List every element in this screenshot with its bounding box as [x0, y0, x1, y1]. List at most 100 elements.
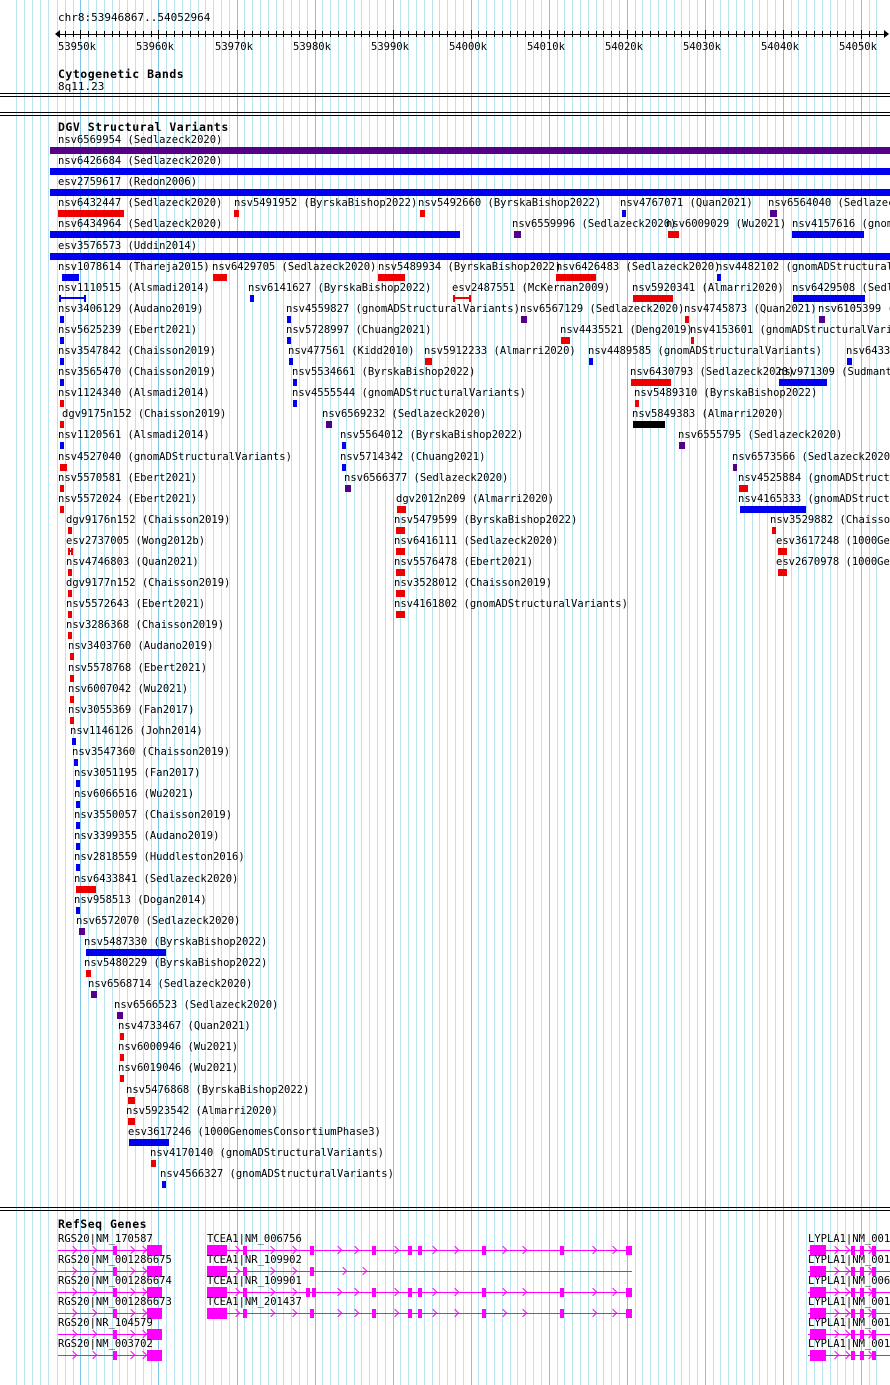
dgv-variant-bar[interactable] — [396, 590, 405, 597]
gene-exon[interactable] — [408, 1309, 412, 1318]
dgv-variant-bar[interactable] — [50, 253, 890, 260]
gene-label[interactable]: LYPLA1|NM_0012... — [808, 1317, 890, 1329]
dgv-variant-label[interactable]: nsv5576478 (Ebert2021) — [394, 556, 534, 568]
gene-exon[interactable] — [482, 1288, 486, 1297]
dgv-variant-bar[interactable] — [287, 316, 291, 323]
dgv-variant-bar[interactable] — [72, 738, 76, 745]
gene-exon[interactable] — [418, 1309, 422, 1318]
dgv-variant-bar[interactable] — [740, 506, 806, 513]
dgv-variant-label[interactable]: nsv3528012 (Chaisson2019) — [394, 577, 553, 589]
dgv-variant-label[interactable]: esv2670978 (1000GenomesConsortiumPhase3) — [776, 556, 890, 568]
dgv-variant-bar[interactable] — [622, 210, 626, 217]
dgv-variant-bar[interactable] — [778, 548, 787, 555]
gene-label[interactable]: RGS20|NM_001286673 — [58, 1296, 172, 1308]
dgv-variant-bar[interactable] — [326, 421, 332, 428]
dgv-variant-label[interactable]: nsv6430793 (Sedlazeck2020) — [630, 366, 795, 378]
dgv-variant-label[interactable]: nsv4555544 (gnomADStructuralVariants) — [292, 387, 526, 399]
dgv-variant-bar[interactable] — [70, 675, 74, 682]
gene-exon[interactable] — [851, 1330, 855, 1339]
dgv-variant-bar[interactable] — [76, 907, 80, 914]
dgv-variant-bar[interactable] — [770, 210, 777, 217]
dgv-variant-bar[interactable] — [342, 442, 346, 449]
dgv-variant-bar[interactable] — [129, 1139, 169, 1146]
gene-exon[interactable] — [860, 1288, 864, 1297]
dgv-variant-bar[interactable] — [76, 886, 96, 893]
dgv-variant-bar[interactable] — [396, 569, 405, 576]
gene-exon[interactable] — [243, 1267, 247, 1276]
dgv-variant-bar[interactable] — [68, 611, 72, 618]
dgv-variant-bar[interactable] — [76, 801, 80, 808]
dgv-variant-bar[interactable] — [556, 274, 596, 281]
dgv-variant-label[interactable]: nsv6426684 (Sedlazeck2020) — [58, 155, 223, 167]
dgv-variant-label[interactable]: nsv4482102 (gnomADStructuralVariants) — [716, 261, 890, 273]
dgv-variant-label[interactable]: nsv5920341 (Almarri2020) — [632, 282, 784, 294]
dgv-variant-bar[interactable] — [521, 316, 527, 323]
dgv-variant-label[interactable]: nsv3547360 (Chaisson2019) — [72, 746, 231, 758]
gene-exon[interactable] — [310, 1309, 314, 1318]
dgv-variant-bar[interactable] — [589, 358, 593, 365]
gene-terminal-exon[interactable] — [207, 1266, 227, 1277]
gene-exon[interactable] — [113, 1288, 117, 1297]
dgv-variant-bar[interactable] — [70, 717, 74, 724]
dgv-variant-bar[interactable] — [128, 1118, 135, 1125]
dgv-variant-label[interactable]: nsv1110515 (Alsmadi2014) — [58, 282, 210, 294]
gene-exon[interactable] — [113, 1267, 117, 1276]
dgv-variant-bar[interactable] — [68, 590, 72, 597]
dgv-variant-label[interactable]: nsv4566327 (gnomADStructuralVariants) — [160, 1168, 394, 1180]
dgv-variant-label[interactable]: nsv5564012 (ByrskaBishop2022) — [340, 429, 524, 441]
dgv-variant-label[interactable]: esv2759617 (Redon2006) — [58, 176, 198, 188]
dgv-variant-label[interactable]: nsv6019046 (Wu2021) — [118, 1062, 239, 1074]
dgv-variant-bar[interactable] — [378, 274, 405, 281]
gene-exon[interactable] — [860, 1267, 864, 1276]
dgv-variant-label[interactable]: nsv4745873 (Quan2021) — [684, 303, 817, 315]
dgv-variant-bar[interactable] — [120, 1033, 124, 1040]
dgv-variant-label[interactable]: nsv1078614 (Thareja2015) — [58, 261, 210, 273]
dgv-variant-bar[interactable] — [293, 400, 297, 407]
gene-label[interactable]: LYPLA1|NM_0012... — [808, 1338, 890, 1350]
dgv-variant-bar[interactable] — [62, 274, 79, 281]
dgv-variant-label[interactable]: nsv6566377 (Sedlazeck2020) — [344, 472, 509, 484]
dgv-variant-bar[interactable] — [679, 442, 685, 449]
dgv-variant-bar[interactable] — [213, 274, 227, 281]
dgv-variant-label[interactable]: nsv6433841 (Sedlazeck2020) — [74, 873, 239, 885]
gene-exon[interactable] — [626, 1309, 632, 1318]
gene-label[interactable]: RGS20|NR_104579 — [58, 1317, 153, 1329]
gene-exon[interactable] — [560, 1309, 564, 1318]
gene-terminal-exon[interactable] — [810, 1329, 826, 1340]
dgv-variant-label[interactable]: nsv6569232 (Sedlazeck2020) — [322, 408, 487, 420]
dgv-variant-label[interactable]: nsv6555795 (Sedlazeck2020) — [678, 429, 843, 441]
dgv-variant-label[interactable]: nsv3565470 (Chaisson2019) — [58, 366, 217, 378]
dgv-variant-bar[interactable] — [733, 464, 737, 471]
dgv-variant-label[interactable]: nsv6573566 (Sedlazeck2020) — [732, 451, 890, 463]
dgv-variant-bar[interactable] — [68, 550, 73, 552]
gene-exon[interactable] — [872, 1330, 876, 1339]
dgv-variant-label[interactable]: esv2487551 (McKernan2009) — [452, 282, 611, 294]
gene-exon[interactable] — [851, 1267, 855, 1276]
dgv-variant-bar[interactable] — [717, 274, 721, 281]
dgv-variant-label[interactable]: nsv6567129 (Sedlazeck2020) — [520, 303, 685, 315]
gene-label[interactable]: LYPLA1|NM_0063... — [808, 1275, 890, 1287]
gene-exon[interactable] — [860, 1309, 864, 1318]
gene-label[interactable]: TCEA1|NR_109901 — [207, 1275, 302, 1287]
dgv-variant-bar[interactable] — [50, 147, 890, 154]
dgv-variant-label[interactable]: nsv6105399 (Hsieh2019) — [818, 303, 890, 315]
dgv-variant-label[interactable]: nsv5476868 (ByrskaBishop2022) — [126, 1084, 310, 1096]
dgv-variant-label[interactable]: nsv5912233 (Almarri2020) — [424, 345, 576, 357]
dgv-variant-bar[interactable] — [86, 970, 91, 977]
dgv-variant-label[interactable]: dgv9176n152 (Chaisson2019) — [66, 514, 231, 526]
gene-exon[interactable] — [626, 1288, 632, 1297]
dgv-variant-label[interactable]: nsv3403760 (Audano2019) — [68, 640, 214, 652]
dgv-variant-label[interactable]: nsv3529882 (Chaisson2019) — [770, 514, 890, 526]
dgv-variant-bar[interactable] — [793, 295, 865, 302]
gene-exon[interactable] — [418, 1288, 422, 1297]
dgv-variant-label[interactable]: nsv6569954 (Sedlazeck2020) — [58, 134, 223, 146]
dgv-variant-bar[interactable] — [117, 1012, 123, 1019]
dgv-variant-bar[interactable] — [60, 464, 67, 471]
dgv-variant-bar[interactable] — [778, 569, 787, 576]
dgv-variant-label[interactable]: nsv6416111 (Sedlazeck2020) — [394, 535, 559, 547]
gene-exon[interactable] — [860, 1330, 864, 1339]
gene-terminal-exon[interactable] — [147, 1329, 162, 1340]
dgv-variant-label[interactable]: nsv4767071 (Quan2021) — [620, 197, 753, 209]
dgv-variant-label[interactable]: nsv3055369 (Fan2017) — [68, 704, 195, 716]
dgv-variant-bar[interactable] — [50, 189, 890, 196]
